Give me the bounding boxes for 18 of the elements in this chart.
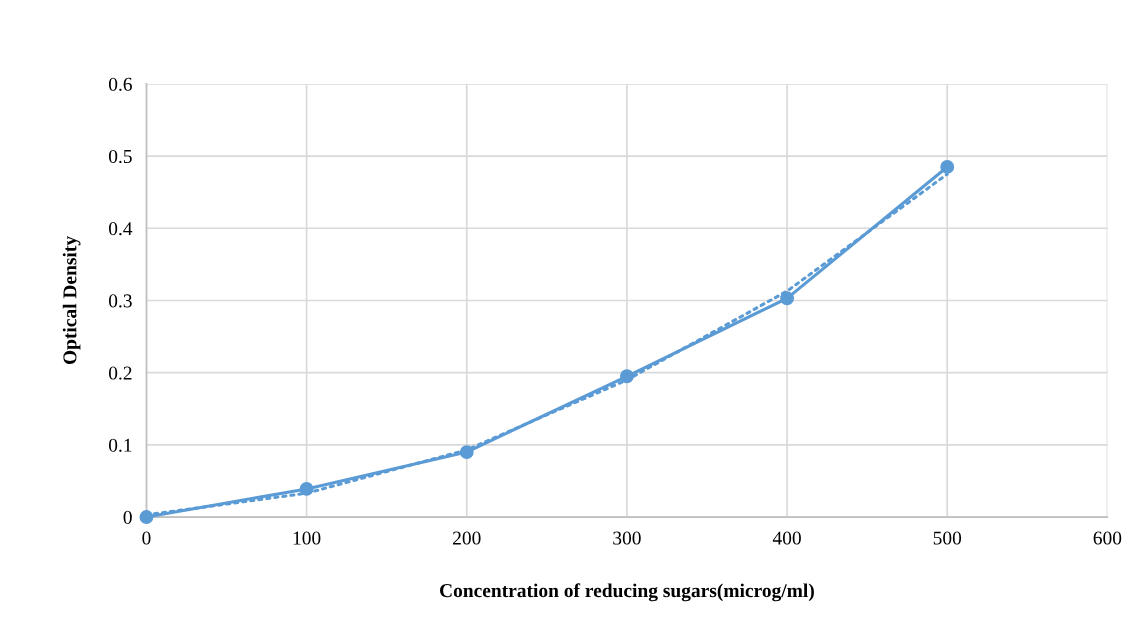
y-tick-label: 0.1 [108,438,132,452]
y-tick-label: 0.3 [108,294,132,308]
x-tick-label: 100 [293,531,321,545]
y-tick-label: 0.4 [108,222,133,236]
x-tick-label: 400 [772,531,801,545]
point [940,159,955,174]
y-tick-label: 0 [123,510,132,524]
x-tick-label: 200 [453,531,481,545]
y-tick-label: 0.5 [108,149,132,164]
x-tick-label: 0 [142,531,151,545]
x-tick-label: 300 [613,531,641,545]
y-tick-label: 0.6 [108,77,132,91]
x-axis-title: Concentration of reducing sugars(microg/ml) [440,583,814,602]
y-tick-label: 0.2 [108,366,132,380]
y-axis-title: Optical Density [62,236,81,365]
point [780,291,795,306]
x-tick-label: 500 [933,531,962,545]
x-tick-label: 600 [1093,531,1122,545]
